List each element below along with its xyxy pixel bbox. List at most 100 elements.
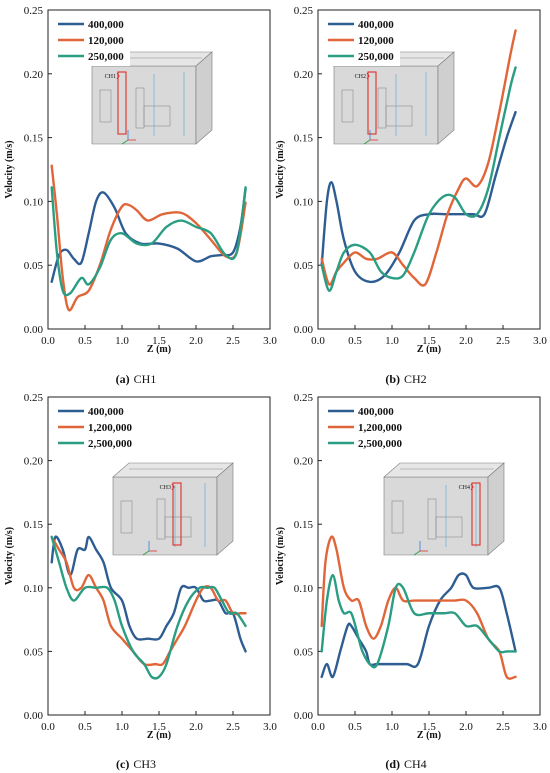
x-tick-label: 2.5 [226, 721, 240, 733]
x-axis-title: Z (m) [147, 344, 171, 355]
x-tick-label: 0.5 [78, 335, 92, 347]
channel-arrow-icon [366, 72, 370, 80]
x-tick-label: 1.0 [385, 721, 399, 733]
series-line-250,000 [320, 66, 517, 292]
channel-label: CH4 [459, 485, 470, 491]
room-figure [377, 87, 387, 129]
chart-panel-d: CH4 0.0 0.5 1.0 1.5 2.0 2.5 3.0 0.00 0.05 0.10 0.15… [275, 392, 547, 771]
x-tick-label: 3.0 [533, 721, 547, 733]
room-figure [427, 498, 437, 540]
x-tick-label: 1.5 [422, 721, 436, 733]
room-side-face [216, 462, 234, 556]
x-tick-label: 1.5 [422, 335, 436, 347]
chart-panel-c: CH3 0.0 0.5 1.0 1.5 2.0 2.5 3.0 0.00 0.05 0.10 0.15… [4, 392, 277, 771]
legend-label: 400,000 [358, 19, 394, 31]
x-tick-label: 0.5 [348, 721, 362, 733]
y-tick-label: 0.15 [24, 133, 44, 145]
legend-label: 1,200,000 [358, 422, 403, 434]
y-tick-label: 0.10 [24, 583, 44, 595]
panel-caption-text: CH4 [404, 757, 427, 771]
legend-label: 120,000 [358, 35, 394, 47]
room-side-face [437, 51, 455, 145]
y-tick-label: 0.05 [24, 260, 44, 272]
panel-caption-letter: (b) [385, 372, 400, 386]
y-tick-label: 0.00 [294, 710, 314, 722]
room-figure [135, 87, 145, 129]
room-model-inset: CH3 [112, 462, 234, 556]
channel-arrow-icon [171, 483, 175, 491]
panel-caption-text: CH3 [133, 757, 156, 771]
room-door [99, 89, 112, 123]
panel-caption-text: CH2 [404, 372, 427, 386]
y-tick-label: 0.25 [24, 392, 44, 404]
panel-caption-letter: (d) [385, 757, 400, 771]
y-tick-label: 0.25 [24, 5, 44, 17]
x-tick-label: 3.0 [263, 721, 277, 733]
axis-triad [142, 550, 150, 556]
y-axis-title: Velocity (m/s) [275, 527, 286, 585]
x-tick-label: 3.0 [533, 335, 547, 347]
x-tick-label: 0.5 [78, 721, 92, 733]
room-top-face [112, 462, 234, 478]
axis-triad [363, 139, 371, 145]
room-side-face [195, 51, 213, 145]
room-door [391, 500, 404, 534]
channel-arrow-icon [116, 72, 120, 80]
y-tick-label: 0.20 [24, 456, 44, 468]
panel-caption: (d) CH4 [385, 757, 426, 771]
y-tick-label: 0.20 [294, 69, 314, 81]
x-tick-label: 1.5 [152, 721, 166, 733]
x-tick-label: 2.5 [496, 721, 510, 733]
y-tick-label: 0.25 [294, 5, 314, 17]
series-line-1,200,000 [50, 535, 247, 667]
axis-triad [121, 139, 129, 145]
y-tick-label: 0.20 [24, 69, 44, 81]
series-line-400,000 [320, 110, 517, 284]
panel-caption: (b) CH2 [385, 372, 426, 386]
x-axis-title: Z (m) [417, 344, 441, 355]
y-tick-label: 0.05 [294, 260, 314, 272]
legend-label: 250,000 [88, 51, 124, 63]
axis-triad [413, 550, 421, 556]
x-tick-label: 0.0 [41, 721, 55, 733]
legend-label: 400,000 [88, 19, 124, 31]
x-tick-label: 0.0 [311, 335, 325, 347]
channel-highlight [117, 71, 127, 135]
room-figure [156, 498, 166, 540]
legend-label: 400,000 [358, 406, 394, 418]
legend: 400,000 1,200,000 2,500,000 [54, 401, 146, 453]
x-tick-label: 1.5 [152, 335, 166, 347]
channel-label: CH3 [160, 485, 171, 491]
y-tick-label: 0.10 [294, 583, 314, 595]
y-tick-label: 0.00 [24, 324, 44, 336]
x-tick-label: 2.0 [189, 721, 203, 733]
room-side-face [487, 462, 505, 556]
series-line-120,000 [320, 29, 517, 287]
legend: 400,000 1,200,000 2,500,000 [324, 401, 416, 453]
channel-highlight [367, 71, 377, 135]
x-tick-label: 0.0 [311, 721, 325, 733]
legend: 400,000 120,000 250,000 [324, 14, 400, 66]
room-model-inset: CH4 [383, 462, 505, 556]
x-tick-label: 3.0 [263, 335, 277, 347]
x-tick-label: 2.0 [459, 335, 473, 347]
chart-panel-a: CH1 0.0 0.5 1.0 1.5 2.0 2.5 3.0 0.00 0.05 0.10 0.15… [4, 5, 277, 386]
panel-caption-text: CH1 [134, 372, 157, 386]
y-tick-label: 0.10 [24, 196, 44, 208]
x-tick-label: 0.0 [41, 335, 55, 347]
legend-label: 250,000 [358, 51, 394, 63]
y-axis-title: Velocity (m/s) [4, 140, 15, 198]
room-top-face [383, 462, 505, 478]
y-tick-label: 0.05 [24, 646, 44, 658]
x-tick-label: 1.0 [385, 335, 399, 347]
panel-caption: (c) CH3 [116, 757, 156, 771]
legend-label: 400,000 [88, 406, 124, 418]
x-tick-label: 0.5 [348, 335, 362, 347]
channel-highlight [172, 482, 182, 546]
series-line-400,000 [50, 187, 247, 283]
series-line-400,000 [320, 572, 517, 679]
panel-caption-letter: (a) [116, 372, 130, 386]
legend-label: 2,500,000 [358, 438, 403, 450]
